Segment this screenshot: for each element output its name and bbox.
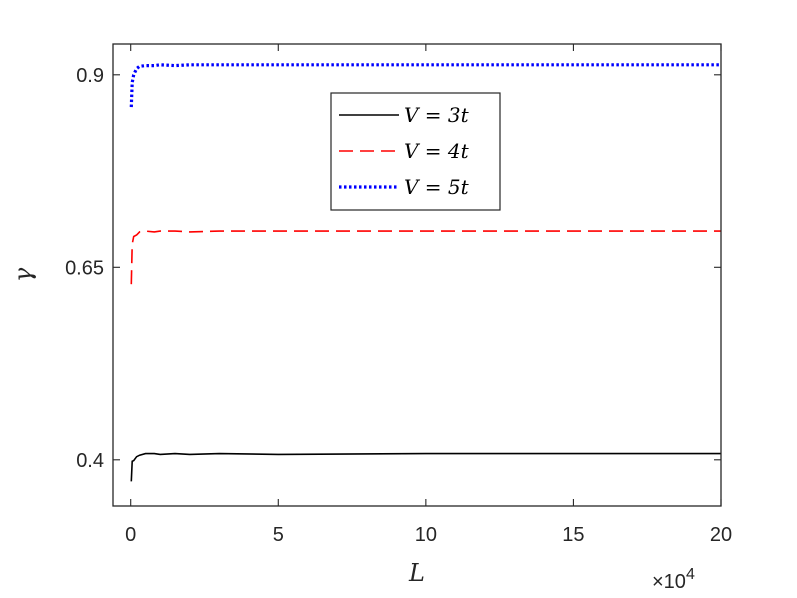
x-tick-label: 20	[710, 524, 732, 546]
y-axis-label: γ	[9, 267, 37, 282]
legend-box	[330, 92, 501, 211]
series-line-2	[130, 230, 721, 285]
legend-label-2: V = 4t	[404, 139, 470, 163]
legend: V = 3t V = 4t V = 5t	[330, 92, 501, 211]
x-tick-label: 10	[415, 524, 437, 546]
axes-layer: 0 5 10 15 20 0.4 0.65 0.9	[65, 43, 732, 546]
x-tick-label: 15	[562, 524, 584, 546]
legend-label-1: V = 3t	[404, 103, 470, 127]
axes-box	[112, 43, 722, 507]
y-tick-label: 0.9	[76, 65, 104, 87]
x-axis-label: L	[408, 559, 425, 587]
series-layer	[129, 63, 721, 482]
x-tick-label: 5	[273, 524, 284, 546]
x-multiplier-exponent: 4	[686, 566, 695, 583]
y-tick-label: 0.65	[65, 257, 104, 279]
x-multiplier-label: ×104	[652, 566, 695, 593]
series-line-3	[129, 63, 721, 108]
series-line-1	[130, 452, 721, 482]
y-tick-label: 0.4	[76, 450, 104, 472]
legend-label-3: V = 5t	[404, 175, 470, 199]
x-tick-label: 0	[125, 524, 136, 546]
